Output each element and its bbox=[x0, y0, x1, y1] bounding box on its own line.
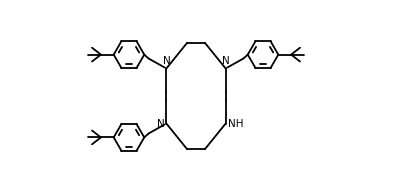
Text: N: N bbox=[163, 56, 170, 66]
Text: N: N bbox=[222, 56, 230, 66]
Text: N: N bbox=[157, 119, 164, 129]
Text: NH: NH bbox=[228, 119, 243, 129]
